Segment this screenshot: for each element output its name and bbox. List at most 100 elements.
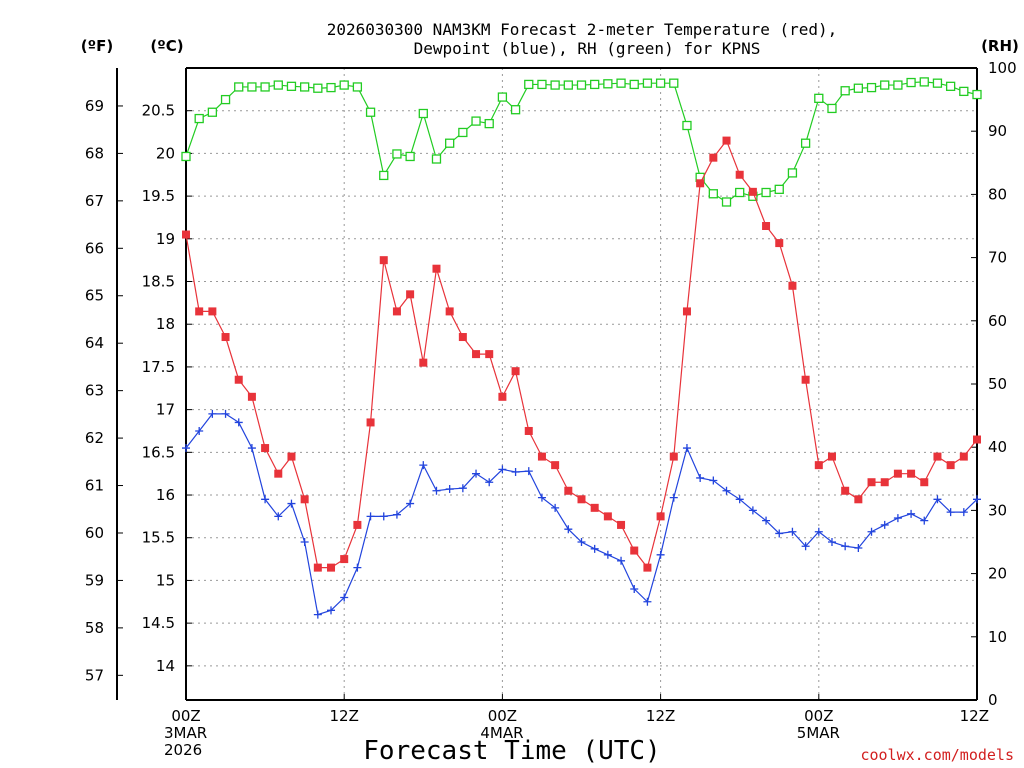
celsius-tick-label: 14.5 [142, 614, 175, 632]
rh-point [392, 149, 402, 159]
dewpoint-point [682, 444, 691, 453]
rh-tick-label: 80 [988, 185, 1007, 203]
rh-point [352, 82, 363, 92]
rh-point [497, 92, 508, 102]
temperature-point [195, 307, 204, 316]
unit-label-rh: (RH) [981, 37, 1019, 55]
dewpoint-point [656, 550, 665, 559]
temperature-point [340, 555, 349, 564]
rh-point [603, 79, 613, 89]
temperature-point [682, 307, 691, 316]
rh-point [247, 82, 257, 92]
celsius-tick-label: 19.5 [142, 187, 175, 205]
rh-point [445, 138, 455, 148]
dewpoint-point [261, 495, 270, 504]
rh-point [484, 118, 494, 129]
dewpoint-point [221, 409, 230, 418]
temperature-point [287, 452, 296, 461]
temperature-point [669, 452, 678, 461]
chart-title-line1: 2026030300 NAM3KM Forecast 2-meter Tempe… [327, 20, 838, 39]
rh-point [510, 105, 521, 115]
rh-point [563, 80, 573, 90]
temperature-point [537, 452, 546, 461]
rh-tick-label: 30 [988, 501, 1007, 519]
year-tick-label: 2026 [164, 741, 202, 759]
rh-tick-label: 90 [988, 122, 1007, 140]
dewpoint-series [182, 409, 981, 619]
dewpoint-point [801, 542, 810, 551]
dewpoint-point [432, 486, 441, 495]
rh-series [181, 77, 982, 207]
rh-point [576, 80, 587, 90]
dewpoint-point [234, 418, 243, 427]
temperature-point [722, 136, 731, 145]
rh-point [181, 151, 191, 162]
temperature-point [946, 461, 955, 470]
rh-point [326, 82, 336, 93]
rh-point [471, 116, 481, 126]
rh-point [919, 77, 929, 87]
temperature-point [735, 170, 744, 179]
fahrenheit-tick-label: 59 [85, 571, 104, 589]
temperature-point [696, 179, 705, 188]
temperature-point [973, 435, 981, 444]
temperature-point [247, 392, 256, 401]
rh-point [365, 107, 376, 117]
temperature-point [933, 452, 942, 461]
fahrenheit-tick-label: 64 [85, 334, 104, 352]
dewpoint-point [933, 495, 942, 504]
rh-tick-label: 60 [988, 312, 1007, 330]
rh-point [800, 138, 811, 148]
temperature-point [854, 495, 863, 504]
temperature-point [234, 375, 243, 384]
temperature-point [274, 469, 283, 478]
temperature-point [709, 153, 718, 162]
temperature-point [221, 333, 230, 342]
dewpoint-point [511, 467, 520, 476]
rh-point [524, 79, 534, 90]
temperature-point [511, 367, 520, 376]
temperature-point [577, 495, 586, 504]
temperature-point [485, 350, 494, 359]
rh-point [590, 79, 600, 90]
dewpoint-point [564, 525, 573, 534]
temperature-point [458, 333, 467, 342]
rh-ticks: 0 10 20 30 40 50 60 70 80 90 100 [971, 59, 1017, 709]
credit-text: coolwx.com/models [860, 746, 1014, 764]
temperature-point [920, 478, 929, 487]
dewpoint-point [762, 516, 771, 525]
temperature-point [827, 452, 836, 461]
rh-point [761, 187, 771, 198]
time-tick-label: 00Z [171, 707, 200, 725]
rh-point [405, 151, 415, 162]
dewpoint-point [893, 514, 902, 523]
celsius-tick-label: 20.5 [142, 102, 175, 120]
dewpoint-point [300, 538, 309, 546]
rh-point [932, 78, 943, 88]
temperature-point [775, 239, 784, 248]
celsius-tick-label: 18.5 [142, 273, 175, 291]
dewpoint-point [313, 610, 322, 619]
dewpoint-point [498, 465, 507, 474]
rh-point [972, 89, 982, 100]
rh-point [708, 189, 718, 199]
fahrenheit-tick-label: 60 [85, 524, 104, 542]
dewpoint-point [603, 550, 612, 559]
temperature-point [801, 375, 810, 384]
temperature-point [656, 512, 665, 521]
rh-point [260, 82, 270, 92]
temperature-point [748, 187, 757, 196]
rh-point [787, 168, 798, 178]
rh-tick-label: 100 [988, 59, 1017, 77]
fahrenheit-tick-label: 63 [85, 382, 104, 400]
temperature-point [327, 563, 336, 572]
rh-point [339, 80, 349, 90]
temperature-point [551, 461, 560, 470]
dewpoint-point [775, 529, 784, 538]
rh-tick-label: 0 [988, 691, 998, 709]
dewpoint-point [722, 486, 731, 495]
rh-point [299, 82, 310, 92]
dewpoint-point [208, 409, 217, 418]
rh-point [682, 120, 692, 131]
